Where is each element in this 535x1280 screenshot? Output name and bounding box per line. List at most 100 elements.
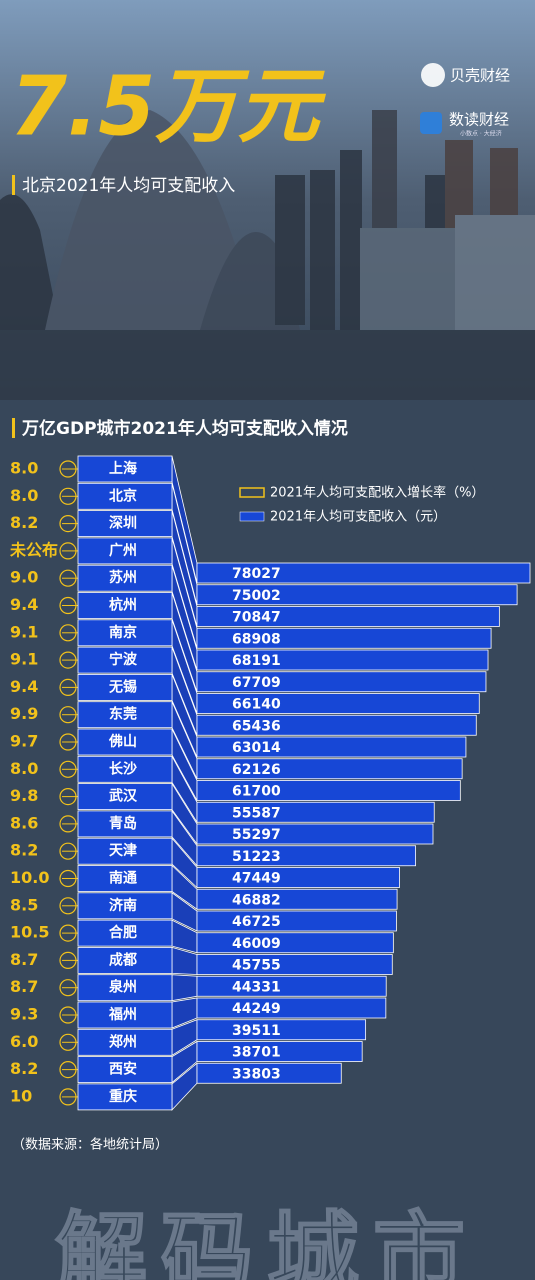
bar — [196, 584, 518, 606]
bar — [196, 671, 487, 693]
bar-value-label: 55587 — [232, 805, 281, 821]
logo-icon — [421, 63, 445, 87]
chart-title: 万亿GDP城市2021年人均可支配收入情况 — [21, 418, 348, 439]
connector — [171, 974, 198, 1002]
city-label: 苏州 — [109, 569, 137, 586]
city-box — [77, 892, 173, 920]
bar-value-label: 51223 — [232, 849, 281, 865]
bar-value-label: 46009 — [232, 936, 281, 952]
growth-label: 9.1 — [10, 622, 38, 641]
city-box — [77, 455, 173, 483]
logo-text: 贝壳财经 — [450, 67, 510, 85]
city-label: 南通 — [109, 870, 137, 887]
growth-label: 8.6 — [10, 813, 38, 832]
city-label: 重庆 — [109, 1088, 137, 1105]
bar — [196, 758, 463, 780]
bar-value-label: 70847 — [232, 610, 281, 626]
logo-text: 数读财经 — [449, 111, 509, 129]
city-box — [77, 1028, 173, 1056]
city-skyline — [0, 110, 535, 400]
bar-value-label: 67709 — [232, 675, 281, 691]
growth-label: 9.4 — [10, 595, 38, 614]
logo-icon — [420, 112, 442, 134]
source-note: （数据来源：各地统计局） — [12, 1137, 168, 1153]
growth-label: 10 — [10, 1086, 32, 1105]
city-label: 杭州 — [109, 597, 137, 614]
growth-label: 8.0 — [10, 759, 38, 778]
bar-value-label: 78027 — [232, 566, 281, 582]
legend-label: 2021年人均可支配收入增长率（%） — [270, 485, 484, 501]
growth-label: 9.9 — [10, 704, 38, 723]
bar — [196, 780, 461, 801]
growth-label: 9.1 — [10, 650, 38, 669]
city-box — [77, 646, 173, 674]
headline: 7.5万元 — [10, 59, 326, 154]
city-label: 长沙 — [109, 760, 137, 777]
bar-value-label: 62126 — [232, 762, 281, 778]
growth-label: 10.5 — [10, 923, 49, 942]
bar-value-label: 66140 — [232, 697, 281, 713]
bar — [196, 910, 397, 932]
city-label: 成都 — [109, 951, 137, 968]
city-box — [77, 837, 173, 865]
city-label: 北京 — [109, 487, 137, 504]
city-box — [77, 1001, 173, 1029]
legend-swatch — [239, 487, 265, 498]
growth-label: 9.4 — [10, 677, 38, 696]
bar — [196, 867, 400, 888]
growth-label: 8.0 — [10, 459, 38, 478]
bar-value-label: 45755 — [232, 958, 281, 974]
city-label: 广州 — [109, 542, 137, 559]
bar-value-label: 39511 — [232, 1023, 281, 1039]
bar — [196, 845, 417, 867]
section-bar — [12, 418, 15, 438]
growth-label: 8.7 — [10, 977, 38, 996]
city-box — [77, 537, 173, 565]
bar — [196, 888, 398, 910]
growth-label: 8.0 — [10, 486, 38, 505]
city-box — [77, 755, 173, 783]
city-box — [77, 564, 173, 592]
city-label: 济南 — [109, 897, 137, 914]
growth-label: 9.8 — [10, 786, 38, 805]
city-box — [77, 919, 173, 947]
watermark: 解码城市 — [55, 1202, 479, 1280]
city-box — [77, 482, 173, 510]
logo-subtext: 小数点 · 大经济 — [460, 130, 502, 138]
legend-label: 2021年人均可支配收入（元） — [270, 510, 446, 525]
growth-label: 9.3 — [10, 1005, 38, 1024]
growth-label: 6.0 — [10, 1032, 38, 1051]
bar — [196, 954, 393, 975]
city-box — [77, 810, 173, 838]
bar — [196, 801, 435, 823]
city-label: 合肥 — [109, 924, 137, 941]
bar — [196, 997, 387, 1019]
bar-value-label: 44331 — [232, 979, 281, 995]
city-label: 天津 — [109, 842, 137, 859]
bar-value-label: 75002 — [232, 588, 281, 604]
city-label: 深圳 — [109, 515, 137, 532]
bar — [196, 562, 531, 584]
bar — [196, 736, 467, 758]
city-box — [77, 701, 173, 729]
city-box — [77, 783, 173, 810]
bar-value-label: 61700 — [232, 784, 281, 800]
city-box — [77, 674, 173, 701]
bar-value-label: 38701 — [232, 1045, 281, 1061]
bar — [196, 1041, 363, 1062]
growth-label: 8.2 — [10, 1059, 38, 1078]
city-label: 佛山 — [108, 733, 137, 750]
subtitle: 北京2021年人均可支配收入 — [22, 176, 235, 196]
growth-label: 未公布 — [9, 540, 58, 559]
city-label: 上海 — [109, 460, 137, 477]
bar — [196, 823, 434, 845]
city-label: 无锡 — [108, 678, 137, 695]
growth-label: 8.7 — [10, 950, 38, 969]
bar — [196, 1062, 342, 1084]
bar — [196, 975, 387, 997]
city-label: 郑州 — [109, 1033, 137, 1050]
bar-value-label: 65436 — [232, 718, 281, 734]
bar — [196, 932, 394, 954]
